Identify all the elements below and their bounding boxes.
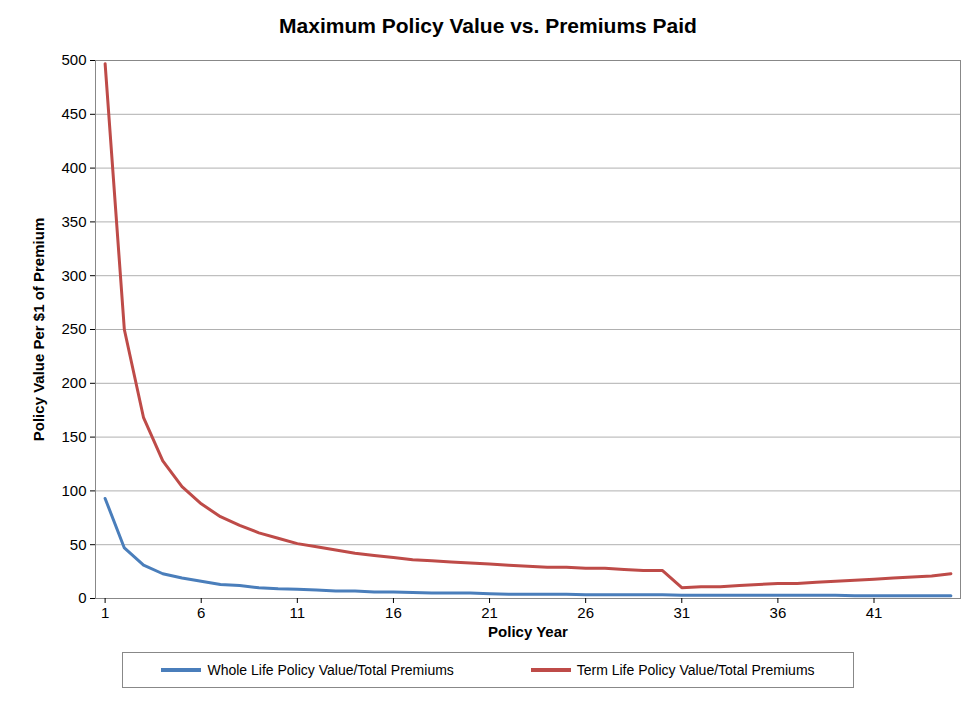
svg-text:Policy Value Per $1 of Premium: Policy Value Per $1 of Premium [30, 218, 47, 441]
svg-text:36: 36 [770, 604, 787, 621]
svg-text:11: 11 [290, 604, 306, 621]
svg-text:400: 400 [61, 159, 86, 176]
svg-text:16: 16 [385, 604, 402, 621]
html-text:Term Life Policy Value/Total P: Term Life Policy Value/Total Premiums [576, 662, 815, 678]
svg-text:200: 200 [61, 374, 86, 391]
svg-text:50: 50 [70, 536, 87, 553]
svg-text:250: 250 [61, 320, 86, 337]
html-text:Maximum Policy Value vs. Premi: Maximum Policy Value vs. Premiums Paid [279, 14, 697, 37]
svg-text:26: 26 [577, 604, 594, 621]
svg-text:0: 0 [78, 589, 86, 606]
svg-text:21: 21 [481, 604, 498, 621]
svg-text:300: 300 [61, 267, 86, 284]
svg-text:41: 41 [866, 604, 883, 621]
svg-text:500: 500 [61, 51, 86, 68]
svg-text:Policy Year: Policy Year [488, 623, 568, 640]
svg-text:350: 350 [61, 213, 86, 230]
svg-text:1: 1 [101, 604, 109, 621]
svg-text:31: 31 [673, 604, 690, 621]
html-text:Whole Life Policy Value/Total: Whole Life Policy Value/Total Premiums [207, 662, 454, 678]
svg-text:100: 100 [61, 482, 86, 499]
svg-text:6: 6 [197, 604, 205, 621]
svg-text:450: 450 [61, 105, 86, 122]
svg-text:150: 150 [61, 428, 86, 445]
